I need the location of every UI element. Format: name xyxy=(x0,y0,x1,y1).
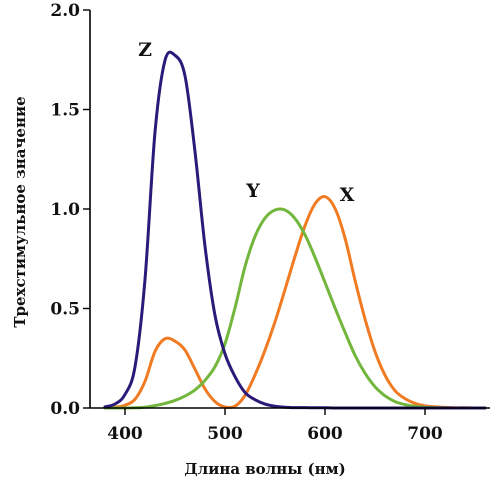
y-tick-label: 0.0 xyxy=(50,399,80,419)
series-x-label: X xyxy=(340,184,355,206)
y-tick-label: 0.5 xyxy=(50,300,80,320)
series-x-line xyxy=(103,195,487,410)
series-y-line xyxy=(103,207,487,410)
series-curves xyxy=(103,50,487,410)
y-axis-ticks: 0.0 0.5 1.0 1.5 2.0 xyxy=(50,1,90,419)
y-tick-label: 1.5 xyxy=(50,101,80,121)
y-tick-label: 2.0 xyxy=(50,1,80,21)
series-z-label: Z xyxy=(138,39,152,61)
x-axis-ticks: 400 500 600 700 xyxy=(107,408,443,444)
y-axis-title: Трехстимульное значение xyxy=(11,96,29,327)
y-tick-label: 1.0 xyxy=(50,200,80,220)
x-tick-label: 400 xyxy=(107,424,143,444)
x-tick-label: 500 xyxy=(207,424,243,444)
series-labels: X Y Z xyxy=(138,39,355,206)
series-y-label: Y xyxy=(245,180,260,202)
x-axis-title: Длина волны (нм) xyxy=(184,460,345,478)
x-tick-label: 600 xyxy=(307,424,343,444)
x-tick-label: 700 xyxy=(407,424,443,444)
series-z-line xyxy=(103,50,487,410)
